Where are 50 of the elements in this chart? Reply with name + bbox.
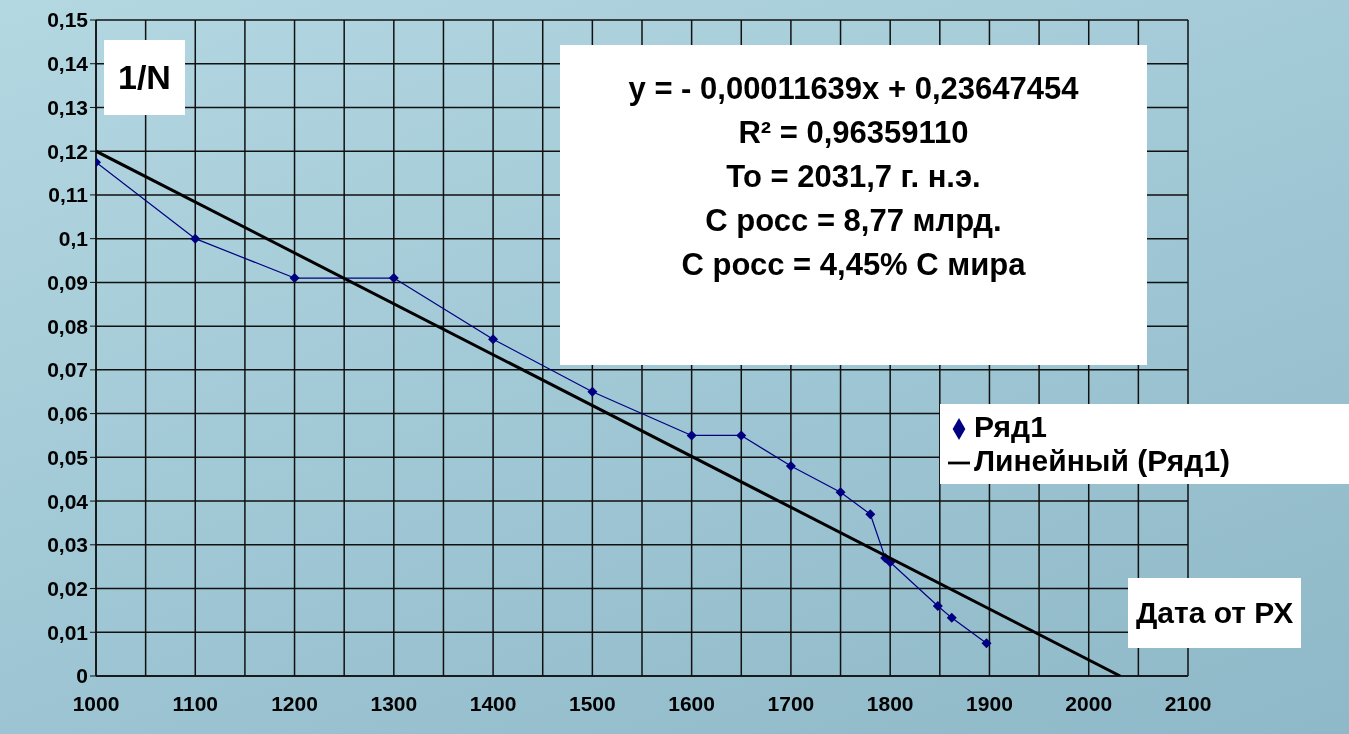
point <box>190 233 201 244</box>
x-axis-title: Дата от РХ <box>1128 578 1302 648</box>
y-tick-label: 0,04 <box>47 489 89 513</box>
y-tick-label: 0,07 <box>47 358 88 382</box>
x-tick-label: 1100 <box>172 691 219 715</box>
y-tick-label: 0,01 <box>47 620 89 644</box>
point <box>946 612 957 623</box>
x-tick-label: 1300 <box>370 691 418 715</box>
y-tick-label: 0,09 <box>47 270 88 294</box>
point <box>932 601 943 612</box>
point <box>289 273 300 284</box>
annotation: To = 2031,7 г. н.э. <box>725 158 982 196</box>
x-tick-label: 1700 <box>767 691 815 715</box>
x-tick-label: 1800 <box>866 691 914 715</box>
legend-label: Ряд1 <box>974 410 1047 443</box>
y-tick-label: 0,14 <box>47 52 89 76</box>
y-tick-label: 0,11 <box>48 183 89 207</box>
annotation: R² = 0,96359110 <box>737 114 970 152</box>
point <box>488 334 499 345</box>
y-tick-label: 0,06 <box>47 402 88 426</box>
y-tick-label: 0 <box>76 664 88 688</box>
point <box>835 487 846 498</box>
point <box>981 638 992 649</box>
y-tick-label: 0,1 <box>58 227 89 251</box>
point <box>388 273 399 284</box>
x-tick-label: 1500 <box>569 691 616 715</box>
annotation: С росс = 4,45% С мира <box>680 246 1027 284</box>
x-tick-label: 1200 <box>271 691 318 715</box>
annotation: y = - 0,00011639x + 0,23647454 <box>627 70 1080 108</box>
point <box>865 509 876 520</box>
x-tick-label: 1900 <box>966 691 1013 715</box>
x-tick-label: 2000 <box>1065 691 1113 715</box>
y-axis-title: 1/N <box>104 40 185 115</box>
x-tick-label: 2100 <box>1164 691 1212 715</box>
point <box>686 430 697 441</box>
y-tick-label: 0,05 <box>47 445 89 469</box>
y-tick-label: 0,15 <box>47 8 89 32</box>
point <box>785 461 796 472</box>
y-tick-label: 0,03 <box>47 533 88 557</box>
x-tick-label: 1600 <box>668 691 715 715</box>
legend-label: Линейный (Ряд1) <box>974 444 1231 477</box>
x-tick-label: 1400 <box>469 691 517 715</box>
y-tick-label: 0,02 <box>47 576 88 600</box>
point <box>587 386 598 397</box>
y-tick-label: 0,12 <box>47 139 88 163</box>
point <box>736 430 747 441</box>
x-tick-label: 1000 <box>72 691 120 715</box>
y-tick-label: 0,13 <box>47 95 88 119</box>
annotation: С росс = 8,77 млрд. <box>704 202 1003 240</box>
y-tick-label: 0,08 <box>47 314 89 338</box>
